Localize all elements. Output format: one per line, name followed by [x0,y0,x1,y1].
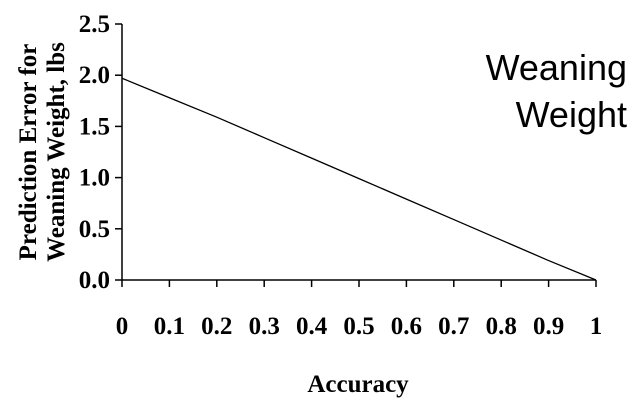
x-tick-label: 0.1 [154,313,185,340]
series-line [121,77,597,281]
x-tick-label: 0.8 [486,313,517,340]
y-axis-label-line: Prediction Error for [15,44,42,261]
ticks: 0.0 0.5 1.0 1.5 2.0 2.5 0 0.1 0.2 0.3 0.4 0.5 0.6 0.7… [79,11,603,340]
y-tick-label: 2.5 [79,11,110,38]
y-tick-label: 1.5 [79,113,110,140]
x-tick-label: 0.3 [249,313,280,340]
x-axis-label: Accuracy [307,371,409,398]
series [121,77,597,281]
x-tick-label: 0.5 [343,313,374,340]
y-axis-label-line: Weaning Weight, lbs [43,42,70,262]
annotation: Weaning Weight [486,47,627,135]
y-tick-label: 1.0 [79,165,110,192]
x-tick-label: 0.4 [296,313,328,340]
x-tick-label: 1 [590,313,603,340]
y-axis-label: Prediction Error for Weaning Weight, lbs [15,42,70,262]
y-tick-label: 0.5 [79,216,110,243]
x-tick-label: 0.2 [201,313,232,340]
y-tick-label: 2.0 [79,62,110,89]
annotation-line: Weaning [486,47,627,88]
x-tick-label: 0.7 [438,313,469,340]
y-tick-label: 0.0 [79,267,110,294]
x-tick-label: 0.6 [391,313,422,340]
annotation-line: Weight [516,94,627,135]
x-tick-label: 0 [116,313,129,340]
x-tick-label: 0.9 [533,313,564,340]
